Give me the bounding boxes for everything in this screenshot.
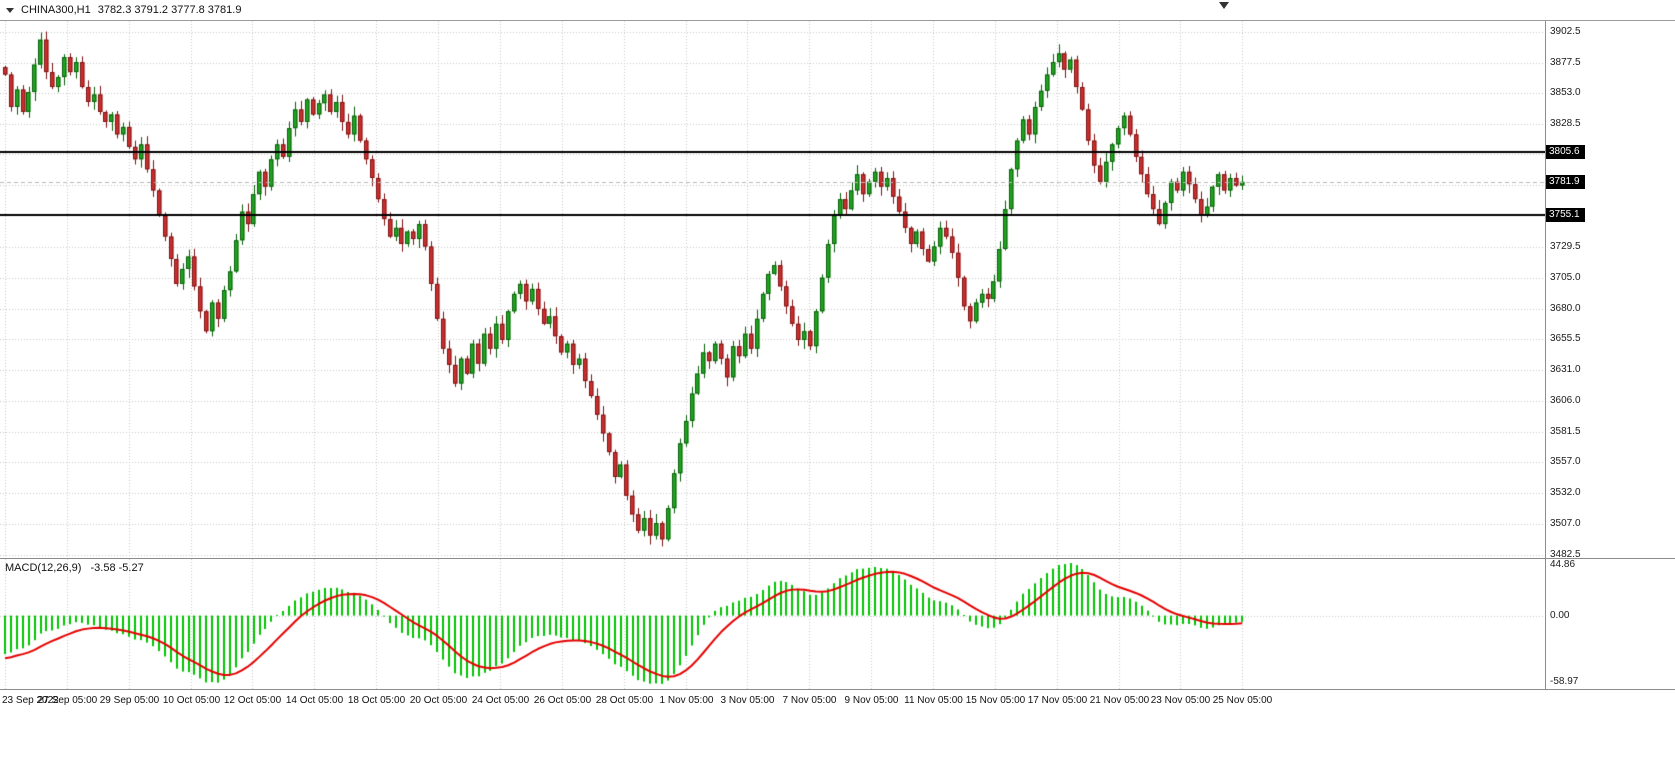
time-axis-label: 29 Sep 05:00 xyxy=(99,695,160,706)
macd-axis-label: 44.86 xyxy=(1550,559,1576,570)
time-axis[interactable]: 23 Sep 2022 27 Sep 05:00 29 Sep 05:00 10 Oc… xyxy=(0,690,1675,712)
macd-axis[interactable]: 44.86 0.00 -58.97 xyxy=(1545,559,1675,689)
macd-pane: MACD(12,26,9) -3.58 -5.27 44.86 0.00 -58.9… xyxy=(0,559,1675,690)
ohlc-values: 3782.3 3791.2 3777.8 3781.9 xyxy=(97,4,242,16)
price-pane: 3902.5 3877.5 3853.0 3828.5 3729.5 3705.0 3680… xyxy=(0,21,1675,560)
price-axis[interactable]: 3902.5 3877.5 3853.0 3828.5 3729.5 3705.0 3680… xyxy=(1545,21,1675,560)
time-axis-label: 25 Nov 05:00 xyxy=(1212,695,1273,706)
price-axis-label: 3606.0 xyxy=(1550,395,1581,406)
bottom-margin xyxy=(0,712,1675,763)
price-axis-label: 3853.0 xyxy=(1550,87,1581,99)
price-axis-label: 3507.0 xyxy=(1550,518,1581,530)
macd-axis-label: 0.00 xyxy=(1550,609,1570,621)
macd-name: MACD(12,26,9) xyxy=(5,562,82,574)
price-axis-label: 3877.5 xyxy=(1550,56,1581,68)
price-axis-label: 3705.0 xyxy=(1550,271,1581,283)
time-axis-label: 18 Oct 05:00 xyxy=(347,695,406,706)
time-axis-label: 12 Oct 05:00 xyxy=(223,695,282,706)
time-axis-label: 23 Nov 05:00 xyxy=(1150,695,1211,706)
price-badge: 3781.9 xyxy=(1546,174,1585,189)
time-axis-label: 23 Sep 2022 xyxy=(2,695,59,706)
time-axis-label: 28 Oct 05:00 xyxy=(595,695,654,706)
price-axis-label: 3729.5 xyxy=(1550,241,1581,253)
symbol-dropdown-icon xyxy=(6,7,14,13)
price-axis-label: 3557.0 xyxy=(1550,456,1581,468)
price-badge: 3805.6 xyxy=(1546,145,1585,160)
symbol-title: CHINA300,H1 xyxy=(21,4,91,16)
time-axis-label: 14 Oct 05:00 xyxy=(285,695,344,706)
time-axis-label: 21 Nov 05:00 xyxy=(1089,695,1150,706)
price-badge: 3755.1 xyxy=(1546,208,1585,223)
price-axis-label: 3655.5 xyxy=(1550,333,1581,345)
price-axis-label: 3482.5 xyxy=(1550,548,1581,560)
time-axis-label: 10 Oct 05:00 xyxy=(162,695,221,706)
price-axis-label: 3828.5 xyxy=(1550,117,1581,129)
time-axis-label: 15 Nov 05:00 xyxy=(965,695,1026,706)
macd-values: -3.58 -5.27 xyxy=(90,562,144,574)
time-axis-label: 7 Nov 05:00 xyxy=(782,695,837,706)
price-axis-label: 3581.5 xyxy=(1550,425,1581,437)
time-axis-label: 1 Nov 05:00 xyxy=(659,695,714,706)
price-axis-label: 3902.5 xyxy=(1550,25,1581,37)
price-axis-label: 3532.0 xyxy=(1550,487,1581,499)
macd-indicator-canvas[interactable] xyxy=(0,559,1545,689)
symbol-strip: CHINA300,H1 3782.3 3791.2 3777.8 3781.9 xyxy=(0,0,1675,21)
time-axis-label: 26 Oct 05:00 xyxy=(533,695,592,706)
chart-shift-marker-icon[interactable] xyxy=(1219,2,1229,9)
candlestick-chart-canvas[interactable] xyxy=(0,21,1545,558)
time-axis-label: 3 Nov 05:00 xyxy=(720,695,775,706)
time-axis-label: 24 Oct 05:00 xyxy=(471,695,530,706)
macd-indicator-label: MACD(12,26,9) -3.58 -5.27 xyxy=(5,562,144,574)
time-axis-label: 11 Nov 05:00 xyxy=(904,695,963,706)
time-axis-label: 9 Nov 05:00 xyxy=(844,695,899,706)
time-axis-label: 17 Nov 05:00 xyxy=(1027,695,1088,706)
time-axis-label: 20 Oct 05:00 xyxy=(409,695,468,706)
time-axis-label: 27 Sep 05:00 xyxy=(37,695,98,706)
price-axis-label: 3631.0 xyxy=(1550,363,1581,375)
price-axis-label: 3680.0 xyxy=(1550,302,1581,314)
macd-axis-label: -58.97 xyxy=(1550,676,1579,687)
